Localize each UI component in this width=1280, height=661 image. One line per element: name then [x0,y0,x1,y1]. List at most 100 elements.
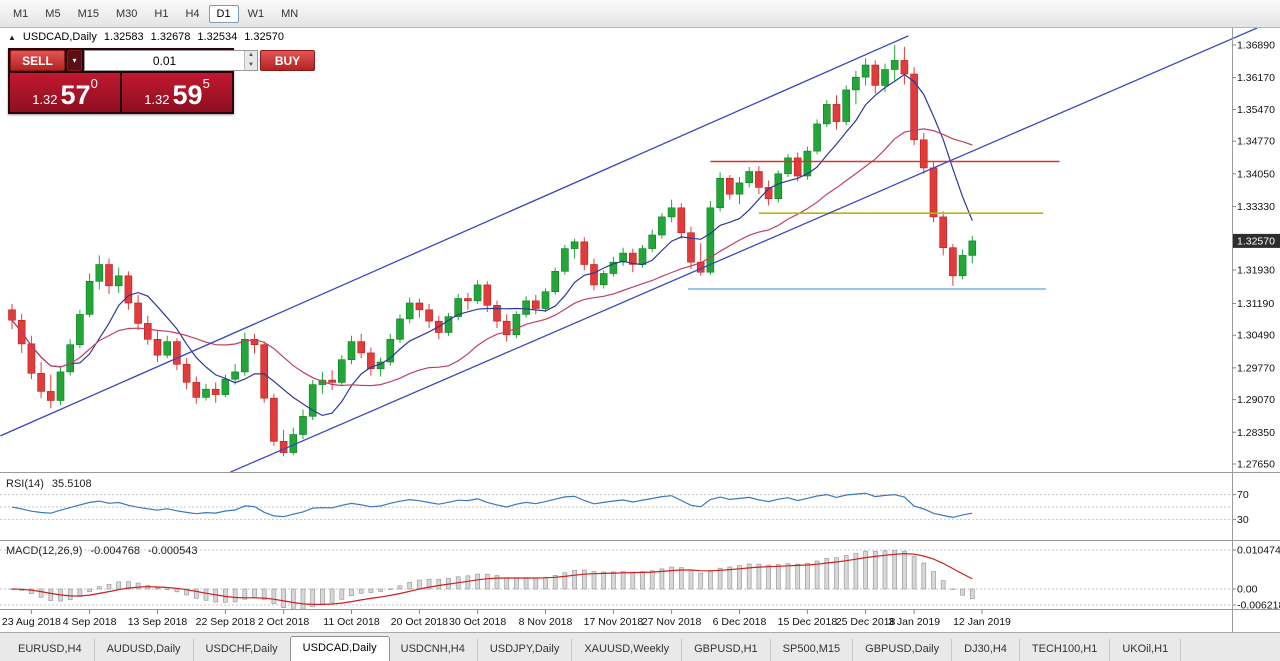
chart-tab-usdjpy-daily[interactable]: USDJPY,Daily [478,639,573,661]
volume-decrement-button[interactable]: ▼ [244,60,257,70]
rsi-value: 35.5108 [51,478,92,490]
rsi-line [11,492,973,519]
price-chart[interactable]: 70 30 0.010474 0.00 -0.006218 1.36890 1.36170 1… [0,28,1280,632]
chevron-down-icon: ▾ [72,56,77,65]
chart-objects[interactable] [0,28,1258,473]
volume-field: ▲ ▼ [84,50,258,71]
timeframe-button-h4[interactable]: H4 [185,7,200,20]
svg-text:1.36890: 1.36890 [1237,40,1275,52]
svg-text:23 Aug 2018: 23 Aug 2018 [2,616,61,628]
sell-price-base: 1.32 [32,92,58,107]
svg-text:15 Dec 2018: 15 Dec 2018 [778,616,838,628]
chart-symbol-icon: ▲ [8,32,16,42]
timeframe-button-m1[interactable]: M1 [13,7,29,20]
timeframe-button-mn[interactable]: MN [281,7,299,20]
svg-text:13 Sep 2018: 13 Sep 2018 [128,616,188,628]
buy-button[interactable]: BUY [260,50,315,71]
chart-tab-ukoil-h1[interactable]: UKOil,H1 [1110,639,1182,661]
candlestick-series [8,45,977,457]
oh-open: 1.32583 [103,31,144,43]
chart-tab-usdcnh-h4[interactable]: USDCNH,H4 [389,639,478,661]
svg-text:3 Jan 2019: 3 Jan 2019 [888,616,940,628]
chart-tab-dj30-h4[interactable]: DJ30,H4 [952,639,1020,661]
trend-channel-line[interactable] [0,35,909,437]
volume-spinner: ▲ ▼ [244,51,257,70]
macd-main-value: -0.004768 [90,545,140,557]
chart-tab-usdcad-daily[interactable]: USDCAD,Daily [289,636,390,661]
volume-dropdown-button[interactable]: ▾ [67,50,82,71]
svg-text:1.28350: 1.28350 [1237,427,1275,439]
svg-text:1.34050: 1.34050 [1237,168,1275,180]
buy-price-point: 5 [202,76,210,91]
sell-price-pips: 57 [60,80,91,110]
svg-text:25 Dec 2018: 25 Dec 2018 [836,616,896,628]
svg-text:1.30490: 1.30490 [1237,330,1275,342]
svg-text:30: 30 [1237,514,1249,526]
svg-text:1.36170: 1.36170 [1237,72,1275,84]
chart-tab-sp500-m15[interactable]: SP500,M15 [771,639,854,661]
svg-text:1.31190: 1.31190 [1237,298,1274,310]
timeframe-button-d1[interactable]: D1 [208,4,239,23]
svg-text:1.33330: 1.33330 [1237,201,1275,213]
svg-text:30 Oct 2018: 30 Oct 2018 [449,616,506,628]
svg-text:0.010474: 0.010474 [1237,545,1280,557]
oh-low: 1.32534 [197,31,238,43]
svg-text:22 Sep 2018: 22 Sep 2018 [196,616,256,628]
chart-tabs-bar: EURUSD,H4 AUDUSD,Daily USDCHF,Daily USDCAD,… [0,632,1280,661]
chart-tab-usdchf-daily[interactable]: USDCHF,Daily [194,639,291,661]
buy-price-base: 1.32 [144,92,170,107]
svg-text:11 Oct 2018: 11 Oct 2018 [323,616,380,628]
macd-histogram [9,549,975,610]
chart-tab-eurusd-h4[interactable]: EURUSD,H4 [6,639,95,661]
chart-tab-gbpusd-daily[interactable]: GBPUSD,Daily [853,639,953,661]
svg-text:12 Jan 2019: 12 Jan 2019 [953,616,1011,628]
sell-price[interactable]: 1.32 57 0 [10,73,120,112]
svg-text:2 Oct 2018: 2 Oct 2018 [258,616,310,628]
timeframe-button-m30[interactable]: M30 [115,7,138,20]
chart-tab-xauusd-weekly[interactable]: XAUUSD,Weekly [572,639,683,661]
svg-text:6 Dec 2018: 6 Dec 2018 [713,616,767,628]
macd-indicator-label: MACD(12,26,9) -0.004768 -0.000543 [6,545,198,557]
svg-text:20 Oct 2018: 20 Oct 2018 [391,616,448,628]
timeframe-button-m5[interactable]: M5 [45,7,61,20]
sell-price-point: 0 [90,76,98,91]
ma-fast-line [11,73,973,417]
svg-text:1.29770: 1.29770 [1237,362,1275,374]
chart-window: 70 30 0.010474 0.00 -0.006218 1.36890 1.36170 1… [0,28,1280,632]
chart-tab-tech100-h1[interactable]: TECH100,H1 [1020,639,1111,661]
oh-high: 1.32678 [150,31,191,43]
sell-button[interactable]: SELL [10,50,65,71]
svg-text:4 Sep 2018: 4 Sep 2018 [63,616,117,628]
timeframe-button-h1[interactable]: H1 [154,7,169,20]
rsi-name: RSI(14) [6,478,44,490]
rsi-indicator-label: RSI(14) 35.5108 [6,478,92,490]
volume-increment-button[interactable]: ▲ [244,51,257,61]
oh-close: 1.32570 [244,31,284,43]
macd-name: MACD(12,26,9) [6,545,83,557]
svg-text:1.34770: 1.34770 [1237,136,1275,148]
svg-text:8 Nov 2018: 8 Nov 2018 [519,616,573,628]
macd-signal-value: -0.000543 [147,545,198,557]
macd-signal-line [11,552,973,605]
ma-slow-line [11,128,973,387]
svg-text:17 Nov 2018: 17 Nov 2018 [584,616,644,628]
chart-tab-audusd-daily[interactable]: AUDUSD,Daily [95,639,194,661]
svg-text:-0.006218: -0.006218 [1237,600,1280,612]
svg-text:1.27650: 1.27650 [1237,458,1275,470]
volume-input[interactable] [85,51,244,70]
chart-ohlc-header: ▲ USDCAD,Daily 1.32583 1.32678 1.32534 1… [8,31,284,43]
current-price-label [1233,233,1280,248]
timeframe-button-w1[interactable]: W1 [247,7,265,20]
chart-tab-gbpusd-h1[interactable]: GBPUSD,H1 [682,639,771,661]
timeframe-toolbar: M1 M5 M15 M30 H1 H4 D1 W1 MN [0,0,1280,28]
timeframe-button-m15[interactable]: M15 [77,7,99,20]
svg-text:1.35470: 1.35470 [1237,104,1275,116]
chart-symbol-label: USDCAD,Daily [22,31,97,43]
svg-text:70: 70 [1237,489,1249,501]
buy-price-pips: 59 [172,80,203,110]
svg-text:27 Nov 2018: 27 Nov 2018 [642,616,702,628]
svg-text:1.31930: 1.31930 [1237,264,1275,276]
trend-channel-line[interactable] [229,28,1258,473]
buy-price[interactable]: 1.32 59 5 [122,73,232,112]
